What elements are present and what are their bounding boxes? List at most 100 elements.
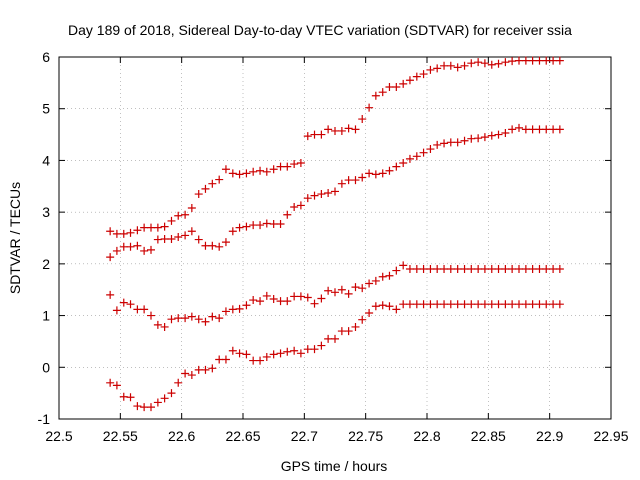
data-point [160, 222, 169, 231]
data-point [378, 169, 387, 178]
data-point [201, 184, 210, 193]
data-point [181, 210, 190, 219]
x-tick-label: 22.55 [103, 428, 138, 444]
data-point [528, 265, 537, 274]
data-point [480, 59, 489, 68]
data-point [208, 312, 217, 321]
data-point [303, 293, 312, 302]
data-point [167, 315, 176, 324]
data-point [385, 271, 394, 280]
data-point [167, 389, 176, 398]
data-point [419, 148, 428, 157]
data-point [249, 167, 258, 176]
data-point [208, 241, 217, 250]
data-point [269, 295, 278, 304]
data-point [140, 403, 149, 412]
data-point [528, 300, 537, 309]
data-point [112, 381, 121, 390]
data-point [399, 79, 408, 88]
series-series-1 [106, 56, 564, 238]
y-tick-label: 0 [42, 359, 50, 375]
data-point [153, 320, 162, 329]
data-point [303, 194, 312, 203]
data-point [221, 238, 230, 247]
data-point [194, 365, 203, 374]
data-point [494, 130, 503, 139]
y-axis-label: SDTVAR / TECUs [7, 182, 23, 294]
data-point [324, 125, 333, 134]
data-point [337, 327, 346, 336]
data-point [487, 60, 496, 69]
x-axis-label: GPS time / hours [281, 458, 388, 474]
data-point [535, 265, 544, 274]
data-point [501, 58, 510, 67]
data-point [119, 242, 128, 251]
data-point [433, 140, 442, 149]
data-point [460, 265, 469, 274]
data-point [276, 162, 285, 171]
data-point [242, 169, 251, 178]
data-point [153, 223, 162, 232]
data-point [174, 211, 183, 220]
data-point [371, 302, 380, 311]
data-point [303, 345, 312, 354]
data-point [467, 300, 476, 309]
data-point [542, 265, 551, 274]
data-point [317, 190, 326, 199]
data-point [515, 123, 523, 132]
data-point [256, 166, 265, 175]
data-point [555, 265, 564, 274]
data-point [201, 365, 210, 374]
data-point [549, 125, 558, 134]
data-point [344, 327, 353, 336]
data-point [331, 126, 339, 135]
data-point [303, 132, 312, 141]
data-point [474, 58, 483, 67]
data-point [460, 136, 469, 145]
data-point [494, 59, 503, 68]
x-tick-label: 22.85 [471, 428, 506, 444]
data-point [133, 226, 142, 235]
data-point [405, 265, 414, 274]
data-point [215, 314, 224, 323]
data-point [412, 265, 421, 274]
data-point [446, 300, 455, 309]
data-point [249, 221, 258, 230]
data-point [194, 315, 203, 324]
data-point [508, 57, 517, 66]
series-series-3 [106, 261, 564, 331]
data-point [242, 222, 251, 231]
data-point [399, 300, 408, 309]
data-point [399, 159, 408, 168]
data-point [426, 300, 435, 309]
data-point [351, 125, 360, 134]
data-point [290, 160, 299, 169]
data-point [351, 283, 360, 292]
data-point [385, 82, 394, 91]
data-point [344, 124, 353, 133]
data-point [480, 300, 489, 309]
data-point [256, 221, 265, 230]
data-point [440, 61, 449, 70]
series-series-2 [106, 123, 564, 262]
data-point [405, 76, 414, 85]
data-point [112, 246, 121, 255]
data-point [371, 91, 380, 100]
data-point [494, 300, 503, 309]
data-point [221, 355, 230, 364]
y-tick-label: -1 [38, 411, 51, 427]
data-point [249, 356, 258, 365]
data-point [344, 289, 353, 298]
data-point [296, 349, 305, 358]
data-point [215, 175, 224, 184]
data-point [290, 202, 299, 211]
data-point [174, 232, 183, 241]
data-point [235, 304, 244, 313]
data-point [515, 56, 523, 65]
data-point [181, 314, 190, 323]
data-point [440, 300, 449, 309]
data-point [167, 235, 176, 244]
data-point [474, 300, 483, 309]
data-point [296, 201, 305, 210]
data-point [378, 272, 387, 281]
